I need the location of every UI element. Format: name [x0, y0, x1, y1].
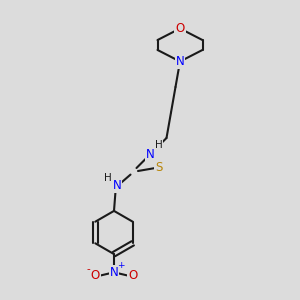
Text: O: O [128, 269, 137, 282]
Text: S: S [155, 161, 163, 175]
Text: -: - [86, 264, 90, 274]
Text: H: H [154, 140, 162, 151]
Text: N: N [112, 179, 122, 193]
Text: N: N [146, 148, 154, 161]
Text: N: N [110, 266, 118, 279]
Text: N: N [176, 55, 184, 68]
Text: O: O [176, 22, 184, 35]
Text: O: O [91, 269, 100, 282]
Text: H: H [104, 172, 112, 183]
Text: +: + [117, 261, 124, 270]
